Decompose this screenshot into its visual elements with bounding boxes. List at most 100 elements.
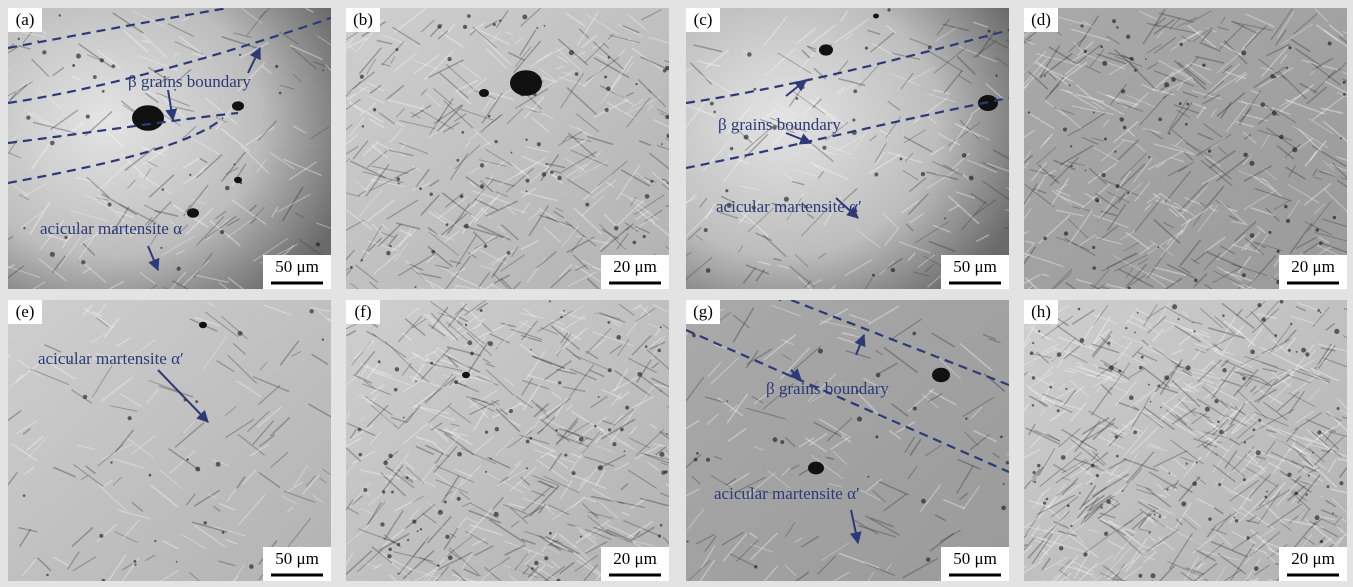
pore [389, 548, 392, 551]
pore [225, 186, 230, 191]
defect [232, 101, 244, 111]
defect [808, 462, 824, 475]
pore [666, 433, 668, 435]
pore [1328, 42, 1332, 46]
pore [1070, 525, 1072, 527]
pore [607, 321, 610, 324]
needle [1346, 230, 1353, 238]
panel-label: (g) [693, 302, 713, 321]
pore [1043, 236, 1047, 240]
pore [857, 417, 862, 422]
pore [1262, 317, 1266, 321]
pore [1109, 365, 1114, 370]
pore [1254, 566, 1259, 571]
needle [340, 95, 347, 105]
pore [1080, 338, 1085, 343]
pore [1288, 349, 1291, 352]
pore [388, 454, 393, 459]
pore [1037, 464, 1041, 468]
pore [100, 58, 104, 62]
pore [415, 381, 417, 383]
pore [1332, 513, 1334, 515]
pore [42, 50, 46, 54]
pore [753, 88, 756, 91]
figure: (a)50 μmβ grains boundaryacicular marten… [0, 0, 1353, 587]
pore [406, 476, 409, 479]
pore [383, 461, 388, 466]
pore [189, 174, 191, 176]
pore [1242, 273, 1246, 277]
pore [162, 188, 165, 191]
pore [657, 349, 661, 353]
pore [1217, 420, 1220, 423]
pore [564, 454, 567, 457]
pore [1122, 490, 1124, 492]
pore [1172, 304, 1177, 309]
micrograph [674, 299, 1027, 587]
pore [380, 522, 384, 526]
pore [1208, 149, 1211, 152]
micrograph [327, 300, 704, 587]
pore [412, 519, 416, 523]
pore [1138, 574, 1142, 578]
pore [1137, 312, 1139, 314]
pore [1080, 24, 1083, 27]
pore [456, 159, 459, 162]
pore [550, 171, 553, 174]
pore [1250, 349, 1255, 354]
panel: (b)20 μm [323, 8, 696, 309]
pore [1186, 365, 1191, 370]
pore [1333, 216, 1337, 220]
pore [275, 65, 278, 68]
pore [50, 252, 55, 257]
pore [216, 462, 221, 467]
pore [448, 57, 452, 61]
defect [510, 70, 542, 96]
pore [454, 380, 458, 384]
pore [608, 368, 612, 372]
pore [747, 52, 751, 56]
pore [1205, 407, 1210, 412]
pore [872, 274, 875, 277]
pore [1107, 342, 1110, 345]
pore [1061, 455, 1066, 460]
panel: (e)50 μmacicular martensite α′ [0, 300, 358, 587]
pore [470, 352, 474, 356]
pore [1280, 300, 1284, 304]
pore [446, 223, 449, 226]
pore [1139, 366, 1143, 370]
pore [526, 440, 530, 444]
pore [419, 187, 422, 190]
panel: (h)20 μm [995, 300, 1353, 587]
pore [386, 251, 390, 255]
pore [660, 326, 662, 328]
pore [876, 373, 881, 378]
pore [1292, 147, 1297, 152]
panel: (d)20 μm [987, 8, 1353, 314]
pore [1186, 103, 1189, 106]
pore [1149, 532, 1151, 534]
pore [464, 224, 469, 229]
pore [575, 72, 579, 76]
pore [391, 491, 394, 494]
pore [1242, 377, 1246, 381]
pore [488, 341, 493, 346]
pore [431, 250, 435, 254]
pore [403, 417, 405, 419]
pore [1241, 50, 1246, 55]
pore [1057, 409, 1060, 412]
pore [1049, 386, 1052, 389]
pore [134, 564, 136, 566]
pore [558, 381, 561, 384]
annotation: acicular martensite α [40, 219, 182, 238]
pore [1001, 506, 1006, 511]
pore [1102, 61, 1107, 66]
panel-label: (a) [16, 10, 35, 29]
pore [635, 83, 637, 85]
pore [1179, 43, 1182, 46]
pore [1157, 246, 1159, 248]
needle [1017, 334, 1024, 339]
pore [86, 115, 90, 119]
pore [625, 406, 629, 410]
pore [1181, 501, 1186, 506]
